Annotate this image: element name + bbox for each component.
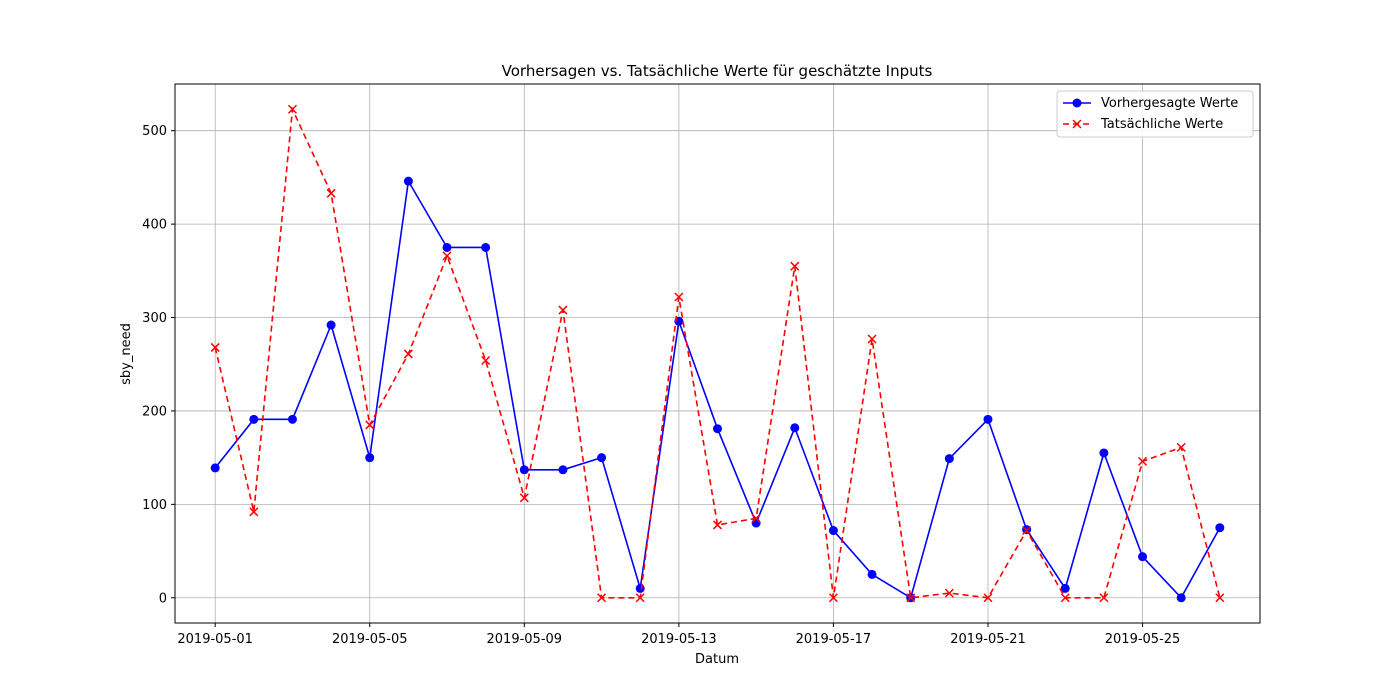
data-point: [210, 463, 220, 473]
data-point: [481, 355, 491, 366]
data-point: [287, 104, 297, 114]
data-point: [1176, 442, 1186, 452]
x-axis-label: Datum: [695, 652, 739, 667]
x-tick-label: 2019-05-21: [950, 632, 1026, 647]
axes: 2019-05-01 2019-05-05 2019-05-09 2019-05-13…: [142, 124, 1180, 647]
data-point: [751, 513, 761, 523]
data-point: [713, 424, 722, 434]
data-point: [597, 593, 607, 603]
legend-box: [1056, 90, 1254, 138]
data-point: [249, 507, 259, 517]
y-tick-label: 400: [142, 218, 167, 233]
data-point: [1215, 523, 1225, 533]
data-point: [635, 583, 645, 593]
legend-marker-predicted: [1072, 98, 1082, 108]
data-point: [906, 593, 916, 603]
data-point: [210, 342, 220, 352]
y-tick-label: 500: [142, 124, 167, 139]
data-point: [519, 465, 529, 475]
data-point: [1138, 456, 1148, 466]
chart-title: Vorhersagen vs. Tatsächliche Werte für g…: [502, 62, 933, 80]
legend: Vorhergesagte Werte Tatsächliche Werte: [1056, 90, 1254, 138]
y-tick-label: 100: [142, 498, 167, 513]
data-point: [790, 423, 800, 433]
data-point: [1099, 593, 1109, 603]
data-point: [481, 242, 491, 252]
series-0: [210, 176, 1225, 603]
data-point: [983, 414, 993, 424]
data-point: [1099, 448, 1109, 458]
data-point: [1060, 583, 1070, 593]
plot-frame: [174, 83, 1261, 624]
data-point: [867, 334, 877, 344]
data-point: [751, 518, 761, 528]
data-point: [1138, 552, 1148, 562]
data-point: [712, 520, 723, 530]
data-point: [365, 420, 375, 430]
data-point: [828, 526, 838, 536]
data-point: [558, 465, 568, 475]
data-point: [442, 251, 452, 261]
legend-label-actual: Tatsächliche Werte: [1100, 117, 1223, 132]
data-point: [558, 305, 568, 315]
y-tick-label: 200: [142, 404, 167, 419]
data-point: [944, 588, 954, 598]
data-point: [944, 454, 954, 464]
data-point: [867, 569, 877, 579]
y-axis-label: sby_need: [119, 323, 134, 385]
data-point: [828, 593, 838, 603]
data-point: [249, 414, 259, 424]
series-line: [214, 106, 1221, 599]
data-point: [635, 593, 645, 603]
data-point: [983, 593, 993, 603]
data-point: [519, 493, 529, 503]
legend-marker-actual: [1072, 119, 1082, 129]
x-tick-label: 2019-05-17: [796, 632, 872, 647]
data-point: [1176, 593, 1186, 603]
data-point: [442, 242, 452, 252]
y-tick-label: 300: [142, 311, 167, 326]
x-tick-label: 2019-05-05: [332, 632, 408, 647]
x-tick-label: 2019-05-09: [487, 632, 563, 647]
legend-label-predicted: Vorhergesagte Werte: [1101, 96, 1238, 111]
data-point: [326, 320, 336, 330]
x-tick-label: 2019-05-13: [641, 632, 717, 647]
data-point: [326, 188, 336, 198]
y-tick-label: 0: [159, 591, 167, 606]
series-1: [210, 104, 1225, 603]
data-point: [287, 414, 297, 424]
data-point: [1022, 525, 1032, 536]
data-point: [1060, 593, 1070, 603]
x-tick-label: 2019-05-01: [177, 632, 253, 647]
data-point: [365, 453, 375, 463]
x-tick-label: 2019-05-25: [1105, 632, 1181, 647]
grid-lines: [175, 84, 1260, 623]
data-point: [1215, 593, 1225, 603]
data-point: [403, 349, 413, 359]
data-point: [403, 176, 413, 186]
data-point: [674, 292, 684, 302]
data-point: [790, 261, 800, 271]
data-point: [597, 453, 607, 463]
plot-series: [210, 104, 1225, 603]
